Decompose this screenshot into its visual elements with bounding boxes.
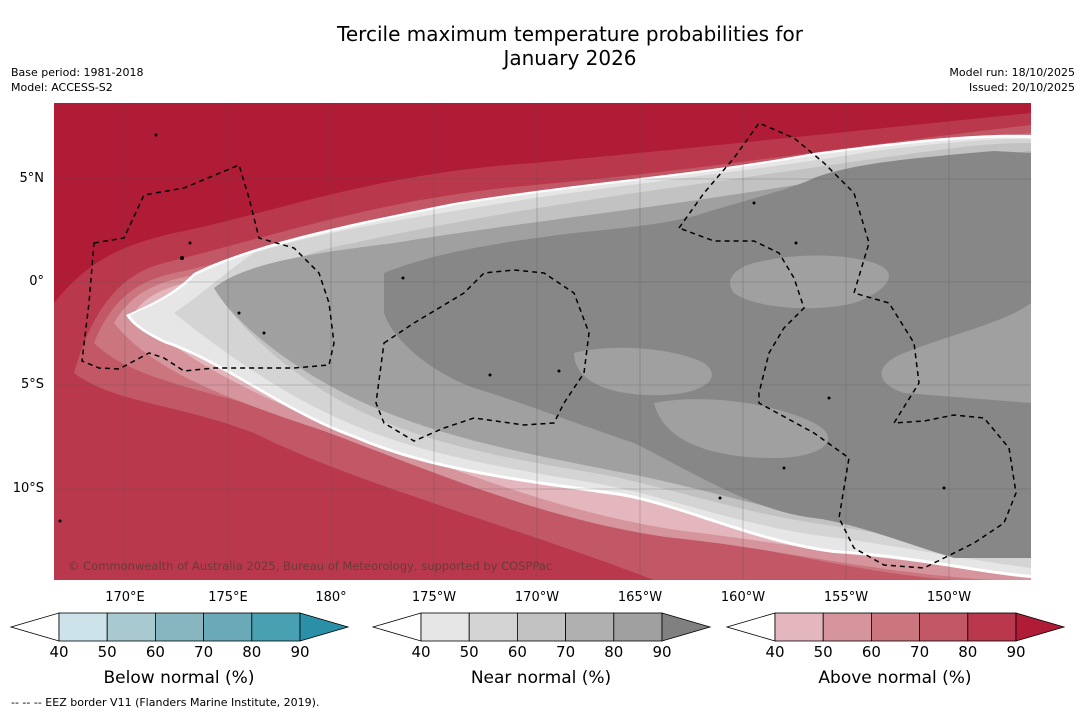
near-tick-50: 50 [459, 643, 479, 661]
above-segment-1 [774, 612, 824, 642]
lon-label-150w: 150°W [926, 590, 972, 605]
near-segment-3 [517, 612, 567, 642]
probability-map: © Commonwealth of Australia 2025, Bureau… [54, 103, 1031, 580]
below-tick-70: 70 [194, 643, 214, 661]
above-segment-3 [871, 612, 921, 642]
title-line-2: January 2026 [503, 46, 637, 70]
above-tick-40: 40 [765, 643, 785, 661]
model-name: Model: ACCESS-S2 [11, 80, 113, 94]
near-tick-70: 70 [556, 643, 576, 661]
below-segment-1 [58, 612, 108, 642]
lat-label-0: 0° [29, 274, 44, 289]
title-line-1: Tercile maximum temperature probabilitie… [337, 22, 803, 46]
colorbars [9, 612, 1066, 642]
near-segment-2 [468, 612, 518, 642]
near-min-arrow [371, 612, 422, 642]
above-segment-4 [919, 612, 969, 642]
lon-label-160w: 160°W [720, 590, 766, 605]
eez-footnote: -- -- -- EEZ border V11 (Flanders Marine… [11, 696, 320, 709]
map-canvas [54, 103, 1031, 580]
near-80-patch-2 [574, 347, 712, 396]
near-segment-4 [565, 612, 615, 642]
lat-label-10s: 10°S [12, 481, 44, 496]
above-segment-2 [822, 612, 872, 642]
above-min-arrow [725, 612, 776, 642]
above-max-arrow [1015, 612, 1066, 642]
near-tick-40: 40 [411, 643, 431, 661]
near-normal-label: Near normal (%) [470, 668, 612, 688]
below-min-arrow [9, 612, 60, 642]
near-80-patch-3 [654, 399, 829, 458]
lon-label-175w: 175°W [411, 590, 457, 605]
copyright-notice: © Commonwealth of Australia 2025, Bureau… [68, 559, 553, 573]
lat-label-5n: 5°N [19, 171, 45, 186]
graticule [54, 103, 1031, 580]
lon-label-170w: 170°W [514, 590, 560, 605]
above-tick-80: 80 [958, 643, 978, 661]
below-tick-90: 90 [290, 643, 310, 661]
above-tick-60: 60 [861, 643, 881, 661]
above-tick-90: 90 [1006, 643, 1026, 661]
near-tick-90: 90 [652, 643, 672, 661]
islands [58, 133, 946, 523]
base-period: Base period: 1981-2018 [11, 66, 144, 79]
near-segment-1 [420, 612, 470, 642]
above-tick-50: 50 [813, 643, 833, 661]
below-tick-60: 60 [145, 643, 165, 661]
lon-label-170e: 170°E [105, 590, 145, 605]
below-tick-80: 80 [242, 643, 262, 661]
near-segment-5 [613, 612, 663, 642]
issued-date: Issued: 20/10/2025 [968, 80, 1075, 94]
below-tick-40: 40 [49, 643, 69, 661]
below-tick-50: 50 [97, 643, 117, 661]
below-segment-2 [106, 612, 156, 642]
near-max-arrow [661, 612, 712, 642]
below-max-arrow [299, 612, 350, 642]
model-run: Model run: 18/10/2025 [949, 66, 1075, 79]
meta-right: Model run: 18/10/2025 Issued: 20/10/2025 [949, 66, 1075, 95]
eez-borders [81, 122, 1017, 569]
map-title: Tercile maximum temperature probabilitie… [0, 22, 1085, 70]
lat-label-5s: 5°S [20, 377, 44, 392]
above-tick-70: 70 [910, 643, 930, 661]
above-segment-5 [967, 612, 1017, 642]
below-segment-3 [154, 612, 204, 642]
above-normal-label: Above normal (%) [818, 668, 972, 688]
below-segment-5 [251, 612, 301, 642]
lon-label-165w: 165°W [617, 590, 663, 605]
meta-left: Base period: 1981-2018 Model: ACCESS-S2 [11, 66, 143, 95]
lon-label-155w: 155°W [823, 590, 869, 605]
lon-label-180: 180° [315, 590, 347, 605]
near-tick-60: 60 [507, 643, 527, 661]
near-90-region [384, 151, 1031, 558]
below-segment-4 [203, 612, 253, 642]
near-tick-80: 80 [604, 643, 624, 661]
below-normal-label: Below normal (%) [103, 668, 255, 688]
lon-label-175e: 175°E [208, 590, 248, 605]
